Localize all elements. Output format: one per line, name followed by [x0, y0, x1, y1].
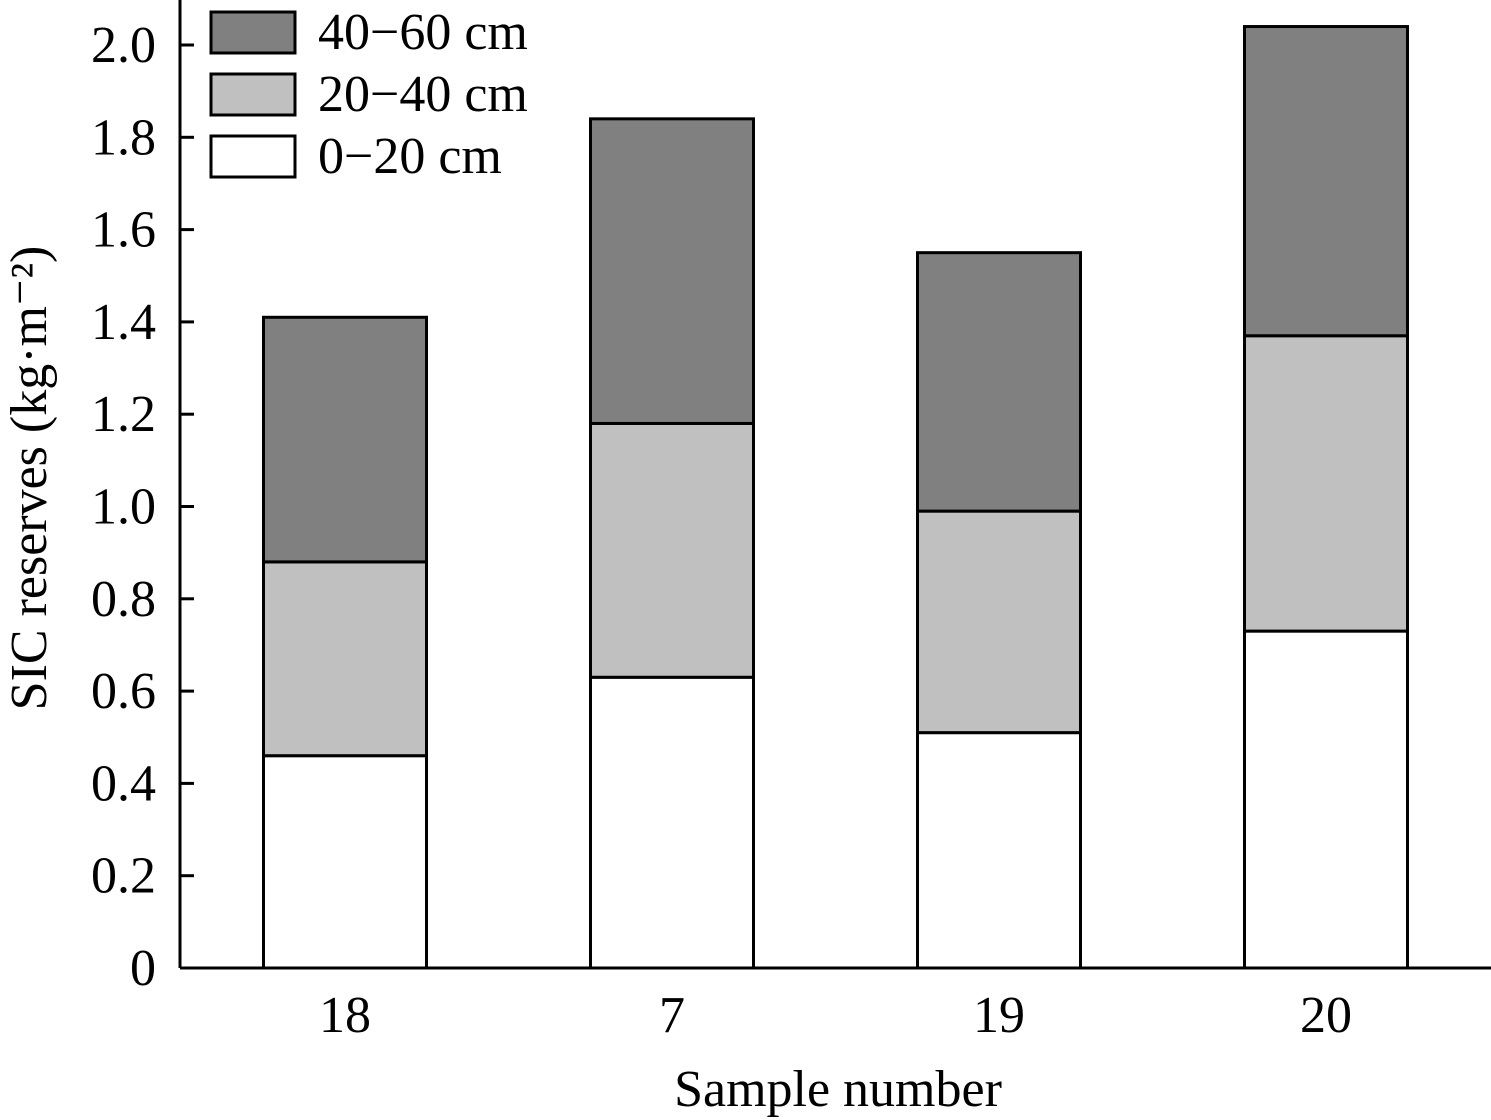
legend-label: 0−20 cm: [318, 128, 502, 185]
y-tick-label: 0.2: [91, 848, 156, 905]
bar-segment-18-series-0: [262, 754, 428, 970]
y-tick-label: 1.0: [91, 479, 156, 536]
bar-segment-7-series-2: [589, 117, 755, 425]
x-tick-label: 7: [659, 987, 685, 1044]
bar-segment-18-series-2: [262, 315, 428, 564]
bar-segment-18-series-1: [262, 560, 428, 758]
bars-group: [262, 25, 1409, 970]
x-tick-label: 18: [319, 987, 371, 1044]
y-tick-label: 0.6: [91, 663, 156, 720]
y-tick-label: 1.6: [91, 202, 156, 259]
legend-swatch: [209, 10, 297, 55]
bar-segment-19-series-1: [916, 509, 1082, 735]
x-tick-label: 20: [1300, 987, 1352, 1044]
x-axis-ticks: 18 7 19 20: [319, 987, 1352, 1044]
bar-segment-19-series-0: [916, 731, 1082, 970]
x-axis-label: Sample number: [674, 1061, 1002, 1118]
y-axis-ticks: 0 0.2 0.4 0.6 0.8 1.0 1.2 1.4 1.6 1.8 2.0: [91, 17, 194, 997]
legend-swatch: [209, 72, 297, 117]
bar-segment-7-series-1: [589, 421, 755, 679]
y-tick-label: 2.0: [91, 17, 156, 74]
bar-segment-20-series-0: [1243, 629, 1409, 970]
y-tick-label: 0.4: [91, 755, 156, 812]
bar-segment-20-series-2: [1243, 25, 1409, 338]
y-tick-label: 0: [130, 940, 156, 997]
legend-label: 40−60 cm: [318, 4, 528, 61]
x-tick-label: 19: [973, 987, 1025, 1044]
bar-segment-7-series-0: [589, 675, 755, 970]
bar-segment-19-series-2: [916, 251, 1082, 513]
y-axis-label: SIC reserves (kg·m⁻²): [1, 246, 58, 711]
bar-segment-20-series-1: [1243, 334, 1409, 633]
y-tick-label: 0.8: [91, 571, 156, 628]
legend-swatch: [209, 134, 297, 179]
y-tick-label: 1.4: [91, 294, 156, 351]
y-tick-label: 1.2: [91, 386, 156, 443]
y-tick-label: 1.8: [91, 109, 156, 166]
legend-label: 20−40 cm: [318, 66, 528, 123]
